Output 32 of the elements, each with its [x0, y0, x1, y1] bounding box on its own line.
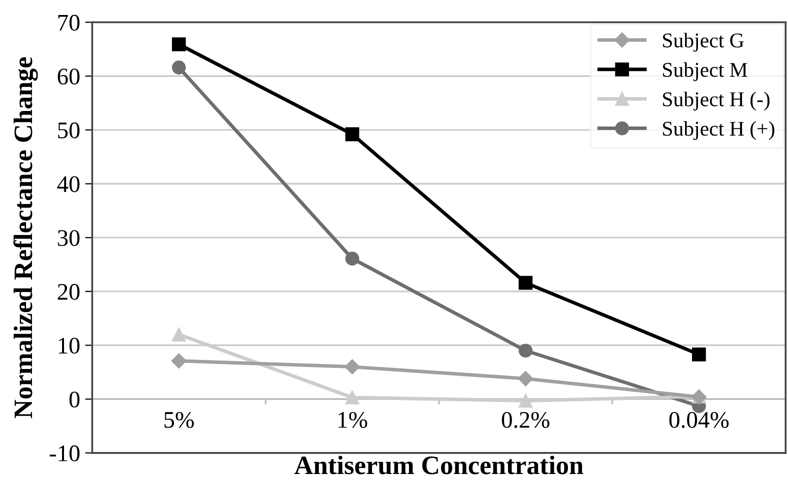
legend-label: Subject H (+): [663, 121, 774, 140]
point: [172, 328, 186, 342]
point: [692, 347, 706, 362]
point: [344, 359, 360, 374]
x-tick-label: 1%: [338, 412, 368, 428]
point: [518, 344, 533, 358]
point: [518, 394, 533, 408]
y-axis-title: Normalized Reflectance Change: [13, 57, 38, 418]
point: [171, 353, 186, 368]
point: [172, 37, 186, 52]
point: [345, 127, 360, 142]
x-tick-label: 0.04%: [669, 412, 729, 428]
y-tick-label: 10: [58, 338, 80, 354]
legend-label: Subject G: [663, 32, 744, 52]
legend-label: Subject H (-): [663, 92, 770, 111]
y-tick-label: 40: [57, 176, 80, 192]
point: [172, 60, 186, 74]
y-tick-label: -10: [50, 445, 80, 462]
point: [518, 276, 533, 290]
y-tick-label: 60: [58, 68, 80, 85]
y-tick-label: 30: [58, 230, 80, 246]
x-tick-label: 0.2%: [502, 412, 550, 428]
y-tick-label: 0: [69, 392, 80, 408]
point: [345, 252, 360, 266]
y-tick-label: 70: [58, 14, 80, 31]
x-axis-title: Antiserum Concentration: [294, 456, 584, 474]
x-tick-label: 5%: [164, 412, 194, 428]
y-tick-label: 50: [58, 122, 80, 138]
point: [345, 390, 360, 404]
point: [518, 371, 534, 386]
legend-label: Subject M: [663, 62, 748, 82]
y-tick-label: 20: [58, 284, 80, 300]
